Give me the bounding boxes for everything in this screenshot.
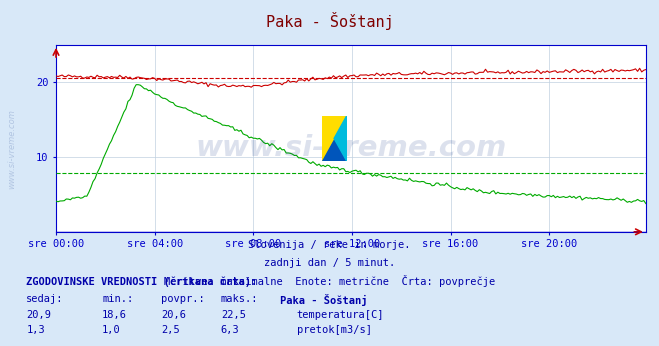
Polygon shape	[322, 116, 347, 161]
Text: www.si-vreme.com: www.si-vreme.com	[195, 134, 507, 162]
Text: sedaj:: sedaj:	[26, 294, 64, 304]
Text: Meritve: maksimalne  Enote: metrične  Črta: povprečje: Meritve: maksimalne Enote: metrične Črta…	[164, 275, 495, 287]
Text: 20,9: 20,9	[26, 310, 51, 320]
Text: ZGODOVINSKE VREDNOSTI (črtkana črta):: ZGODOVINSKE VREDNOSTI (črtkana črta):	[26, 277, 258, 287]
Polygon shape	[322, 116, 347, 161]
Text: zadnji dan / 5 minut.: zadnji dan / 5 minut.	[264, 258, 395, 268]
Text: Paka - Šoštanj: Paka - Šoštanj	[266, 12, 393, 30]
Text: 22,5: 22,5	[221, 310, 246, 320]
Text: www.si-vreme.com: www.si-vreme.com	[7, 109, 16, 189]
Text: min.:: min.:	[102, 294, 133, 304]
Text: 6,3: 6,3	[221, 325, 239, 335]
Text: Paka - Šoštanj: Paka - Šoštanj	[280, 294, 368, 306]
Text: povpr.:: povpr.:	[161, 294, 205, 304]
Text: Slovenija / reke in morje.: Slovenija / reke in morje.	[248, 240, 411, 251]
Text: pretok[m3/s]: pretok[m3/s]	[297, 325, 372, 335]
Text: temperatura[C]: temperatura[C]	[297, 310, 384, 320]
Text: 2,5: 2,5	[161, 325, 180, 335]
Text: maks.:: maks.:	[221, 294, 258, 304]
Text: 18,6: 18,6	[102, 310, 127, 320]
Text: 1,0: 1,0	[102, 325, 121, 335]
Text: 20,6: 20,6	[161, 310, 186, 320]
Text: 1,3: 1,3	[26, 325, 45, 335]
Polygon shape	[334, 116, 347, 161]
